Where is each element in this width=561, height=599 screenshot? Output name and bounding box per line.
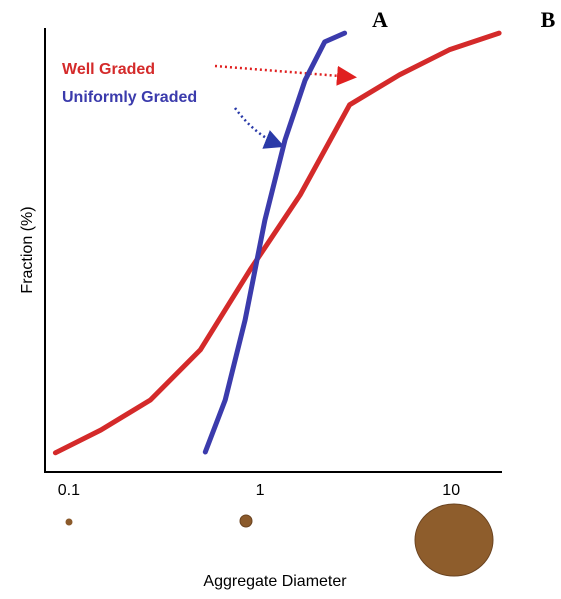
aggregate-icon: [66, 519, 73, 526]
series-line: [205, 33, 344, 452]
series-label: Uniformly Graded: [62, 89, 197, 106]
chart: A B Well Graded Uniformly Graded Fractio…: [0, 0, 561, 599]
aggregate-icon: [240, 515, 252, 527]
label-b: B: [541, 7, 556, 32]
x-axis-label: Aggregate Diameter: [203, 573, 347, 590]
x-tick-label: 0.1: [58, 482, 80, 499]
x-tick-label: 10: [442, 482, 460, 499]
series-label: Well Graded: [62, 61, 155, 78]
arrow: [235, 108, 280, 145]
aggregate-icon: [415, 504, 493, 576]
x-tick-label: 1: [256, 482, 265, 499]
y-axis-label: Fraction (%): [19, 206, 36, 293]
arrow: [215, 66, 352, 77]
label-a: A: [372, 7, 388, 32]
